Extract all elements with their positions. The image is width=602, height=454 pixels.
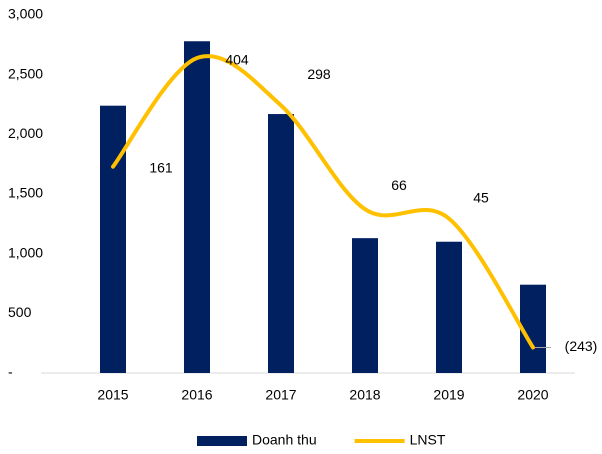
- legend-label: LNST: [410, 432, 446, 448]
- legend-swatch: [197, 436, 247, 446]
- bar: [436, 241, 462, 373]
- x-tick-label: 2017: [265, 387, 296, 403]
- y-tick-label: 1,500: [8, 185, 43, 201]
- bar: [352, 238, 378, 373]
- bar: [100, 105, 126, 374]
- data-label: 404: [225, 52, 249, 68]
- y-tick-label: 2,000: [8, 125, 43, 141]
- y-tick-label: 2,500: [8, 65, 43, 81]
- y-tick-label: 1,000: [8, 244, 43, 260]
- data-label: 298: [307, 66, 331, 82]
- bar: [268, 114, 294, 374]
- x-tick-label: 2016: [181, 387, 212, 403]
- data-label: (243): [565, 338, 598, 354]
- legend-label: Doanh thu: [252, 432, 317, 448]
- line: [111, 54, 535, 350]
- x-tick-label: 2015: [97, 387, 128, 403]
- y-tick-label: 3,000: [8, 6, 43, 22]
- y-tick-label: -: [8, 364, 13, 380]
- data-label: 66: [391, 177, 407, 193]
- bar: [184, 41, 210, 374]
- x-tick-label: 2020: [517, 387, 548, 403]
- x-tick-label: 2019: [433, 387, 464, 403]
- x-tick-label: 2018: [349, 387, 380, 403]
- data-label: 161: [149, 159, 173, 175]
- y-tick-label: 500: [8, 304, 32, 320]
- data-label: 45: [473, 189, 489, 205]
